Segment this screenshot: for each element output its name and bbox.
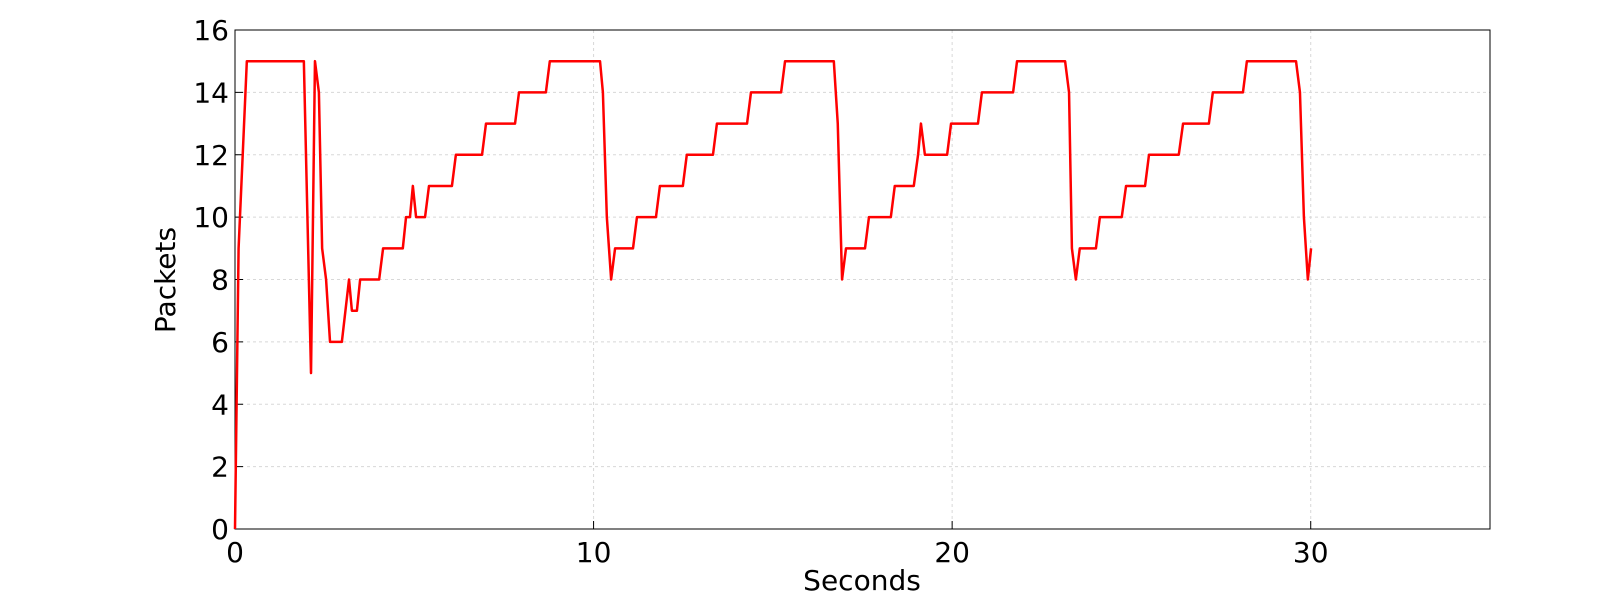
y-tick-label: 16: [193, 14, 229, 47]
x-tick-label: 0: [226, 536, 244, 569]
y-tick-label: 14: [193, 76, 229, 109]
x-tick-label: 20: [934, 536, 970, 569]
y-tick-label: 8: [211, 264, 229, 297]
y-tick-label: 4: [211, 388, 229, 421]
x-axis-label: Seconds: [803, 564, 921, 597]
y-tick-label: 10: [193, 201, 229, 234]
x-tick-label: 30: [1293, 536, 1329, 569]
y-tick-label: 12: [193, 139, 229, 172]
x-tick-label: 10: [576, 536, 612, 569]
y-tick-label: 0: [211, 513, 229, 546]
plot-frame: [234, 29, 1491, 530]
y-axis-label: Packets: [149, 227, 182, 333]
data-line: [233, 59, 1313, 530]
y-tick-label: 6: [211, 326, 229, 359]
y-tick-label: 2: [211, 451, 229, 484]
